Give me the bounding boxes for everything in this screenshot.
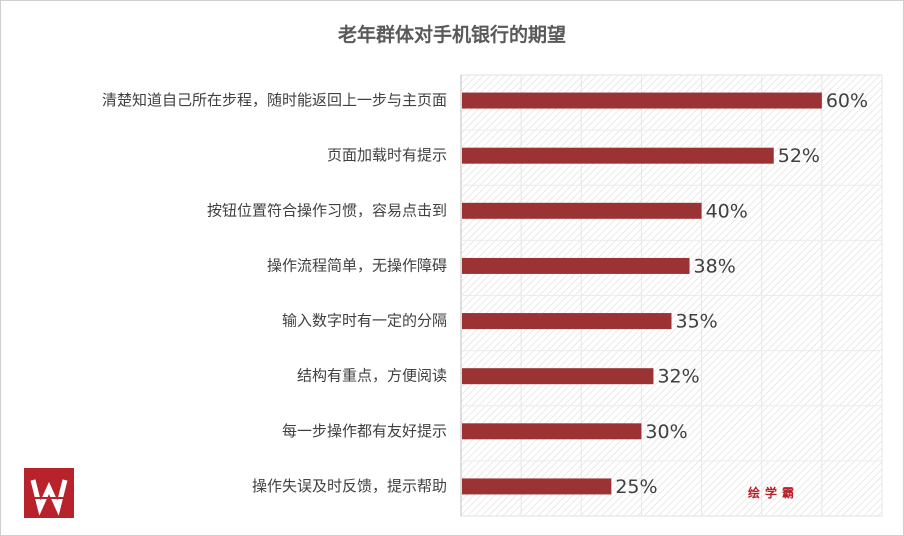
bar [462, 478, 612, 495]
category-label: 结构有重点，方便阅读 [297, 367, 447, 385]
bar [462, 257, 690, 274]
category-label: 清楚知道自己所在步程，随时能返回上一步与主页面 [102, 91, 447, 109]
category-label: 页面加载时有提示 [327, 146, 447, 164]
value-labels: 60% 52% 40% 38% 35% 32% 30% 25% [615, 90, 868, 498]
value-label: 40% [706, 200, 748, 222]
brand-logo [24, 468, 74, 518]
chart-title: 老年群体对手机银行的期望 [337, 24, 566, 46]
bar [462, 202, 702, 219]
value-label: 25% [615, 476, 657, 498]
value-label: 30% [645, 421, 687, 443]
category-label: 操作失误及时反馈，提示帮助 [252, 477, 447, 495]
category-label: 按钮位置符合操作习惯，容易点击到 [207, 201, 447, 219]
bar [462, 368, 654, 385]
value-label: 35% [676, 311, 718, 333]
value-label: 52% [778, 145, 820, 167]
bar [462, 147, 774, 164]
bar [462, 313, 672, 330]
category-label: 操作流程简单，无操作障碍 [267, 256, 447, 274]
category-label: 输入数字时有一定的分隔 [282, 312, 447, 330]
bars [462, 92, 822, 495]
value-label: 38% [694, 255, 736, 277]
bar [462, 92, 822, 109]
category-labels: 清楚知道自己所在步程，随时能返回上一步与主页面页面加载时有提示按钮位置符合操作习… [102, 91, 447, 495]
watermark-text: 绘学霸 [748, 486, 800, 500]
value-label: 32% [657, 366, 699, 388]
category-label: 每一步操作都有友好提示 [282, 422, 447, 440]
value-label: 60% [826, 90, 868, 112]
bar [462, 423, 642, 440]
